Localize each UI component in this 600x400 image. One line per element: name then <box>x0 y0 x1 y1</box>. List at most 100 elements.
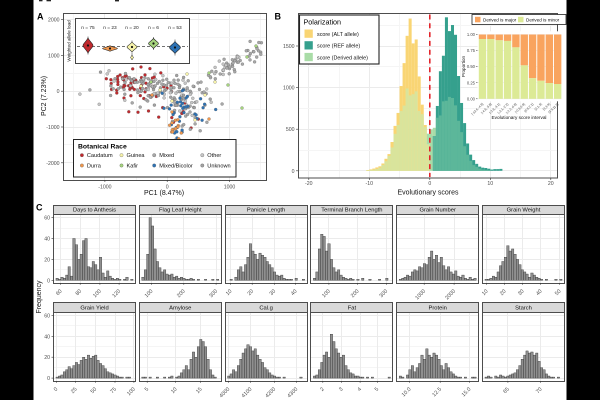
svg-text:0.75: 0.75 <box>467 48 476 53</box>
svg-text:[2.1,3]: [2.1,3] <box>534 102 543 111</box>
svg-text:Days to Anthesis: Days to Anthesis <box>73 207 116 213</box>
svg-text:Grain Weight: Grain Weight <box>507 207 541 213</box>
svg-text:20: 20 <box>548 181 554 187</box>
svg-text:10: 10 <box>481 289 489 297</box>
svg-text:Panicle Length: Panicle Length <box>247 207 285 213</box>
svg-text:50: 50 <box>90 387 98 395</box>
svg-text:2: 2 <box>319 387 325 393</box>
svg-text:1000: 1000 <box>48 53 60 59</box>
svg-text:1.00: 1.00 <box>467 32 476 37</box>
svg-text:0.25: 0.25 <box>467 80 476 85</box>
svg-text:20: 20 <box>499 289 507 297</box>
svg-text:Weighted allele load: Weighted allele load <box>67 20 72 62</box>
svg-text:[0.8,2.1]: [0.8,2.1] <box>523 102 534 113</box>
svg-text:Amylose: Amylose <box>169 305 191 311</box>
svg-text:score (REF allele): score (REF allele) <box>317 44 360 50</box>
svg-text:0: 0 <box>166 184 169 190</box>
svg-text:10: 10 <box>487 181 493 187</box>
svg-text:Protein: Protein <box>429 305 447 311</box>
svg-text:12.5: 12.5 <box>431 387 443 399</box>
svg-text:[3,3.9]: [3,3.9] <box>542 102 551 111</box>
svg-text:0: 0 <box>428 181 431 187</box>
svg-text:Starch: Starch <box>515 305 532 311</box>
svg-text:Durra: Durra <box>87 163 102 169</box>
svg-text:Mixed: Mixed <box>159 153 174 159</box>
svg-text:70: 70 <box>535 387 543 395</box>
svg-text:30: 30 <box>269 289 277 297</box>
svg-text:60: 60 <box>44 313 50 319</box>
svg-text:20: 20 <box>44 355 50 361</box>
svg-text:Caudatum: Caudatum <box>87 153 113 159</box>
svg-text:120: 120 <box>111 289 122 300</box>
svg-text:0: 0 <box>57 89 60 95</box>
svg-text:-1000: -1000 <box>46 125 59 131</box>
svg-text:0: 0 <box>53 387 59 393</box>
svg-text:300: 300 <box>379 289 390 300</box>
svg-text:65: 65 <box>502 387 510 395</box>
svg-text:A: A <box>37 12 44 22</box>
svg-text:100: 100 <box>321 289 332 300</box>
svg-text:0: 0 <box>47 376 50 382</box>
svg-text:Botanical Race: Botanical Race <box>78 144 127 151</box>
svg-text:10: 10 <box>170 387 178 395</box>
svg-text:PC1 (8.47%): PC1 (8.47%) <box>144 190 184 197</box>
svg-text:Fat: Fat <box>348 305 357 311</box>
svg-text:30: 30 <box>517 289 525 297</box>
svg-text:40: 40 <box>44 237 50 243</box>
svg-text:25: 25 <box>70 387 78 395</box>
svg-text:10: 10 <box>225 289 233 297</box>
svg-text:Grain Number: Grain Number <box>419 207 455 213</box>
svg-text:3: 3 <box>338 387 344 393</box>
svg-text:75: 75 <box>109 387 117 395</box>
svg-text:-10: -10 <box>366 181 374 187</box>
svg-text:Terminal Branch Length: Terminal Branch Length <box>321 207 382 213</box>
svg-text:Flag Leaf Height: Flag Leaf Height <box>159 207 202 213</box>
svg-text:500: 500 <box>286 127 295 133</box>
svg-text:200: 200 <box>350 289 361 300</box>
svg-text:15.0: 15.0 <box>461 387 473 399</box>
svg-text:0: 0 <box>47 278 50 284</box>
svg-text:Proportion: Proportion <box>461 55 466 77</box>
svg-text:1000: 1000 <box>224 184 236 190</box>
svg-text:Evolutionary score interval: Evolutionary score interval <box>492 115 547 120</box>
svg-text:100: 100 <box>126 387 137 398</box>
svg-text:200: 200 <box>176 289 187 300</box>
svg-text:1500: 1500 <box>283 44 295 50</box>
svg-text:[-0.8,0.8]: [-0.8,0.8] <box>514 102 526 114</box>
svg-text:0.00: 0.00 <box>467 96 476 101</box>
svg-text:40: 40 <box>44 334 50 340</box>
svg-text:B: B <box>275 12 282 22</box>
svg-text:1000: 1000 <box>283 86 295 92</box>
svg-text:10.0: 10.0 <box>401 387 413 399</box>
svg-text:Polarization: Polarization <box>304 18 342 27</box>
svg-text:Derived is minor: Derived is minor <box>526 18 560 23</box>
svg-text:15: 15 <box>195 387 203 395</box>
svg-text:5: 5 <box>374 387 380 393</box>
svg-text:-1000: -1000 <box>98 184 111 190</box>
svg-text:300: 300 <box>208 289 219 300</box>
svg-text:40: 40 <box>535 289 543 297</box>
svg-text:n = 23: n = 23 <box>103 25 117 31</box>
svg-text:Guinea: Guinea <box>127 153 146 159</box>
svg-text:20: 20 <box>247 289 255 297</box>
svg-text:Grain Yield: Grain Yield <box>80 305 108 311</box>
svg-text:4: 4 <box>357 387 363 393</box>
svg-text:score (ALT allele): score (ALT allele) <box>317 32 359 38</box>
svg-text:Other: Other <box>207 153 221 159</box>
svg-text:0: 0 <box>292 169 295 175</box>
svg-text:Derived is major: Derived is major <box>483 18 517 23</box>
svg-text:Evolutionary scores: Evolutionary scores <box>397 190 459 197</box>
svg-text:50: 50 <box>554 289 562 297</box>
svg-text:n = 20: n = 20 <box>125 25 139 31</box>
svg-text:Unknown: Unknown <box>207 163 230 169</box>
svg-text:80: 80 <box>75 289 83 297</box>
svg-text:n = 6: n = 6 <box>148 25 159 31</box>
svg-text:PC2 (7.23%): PC2 (7.23%) <box>41 76 48 116</box>
svg-text:2000: 2000 <box>48 18 60 24</box>
svg-text:5: 5 <box>144 387 150 393</box>
svg-text:C: C <box>36 203 43 213</box>
svg-text:n = 75: n = 75 <box>81 25 95 31</box>
svg-text:Cal.g: Cal.g <box>259 305 273 311</box>
svg-text:Kafir: Kafir <box>127 163 139 169</box>
svg-text:40: 40 <box>290 289 298 297</box>
